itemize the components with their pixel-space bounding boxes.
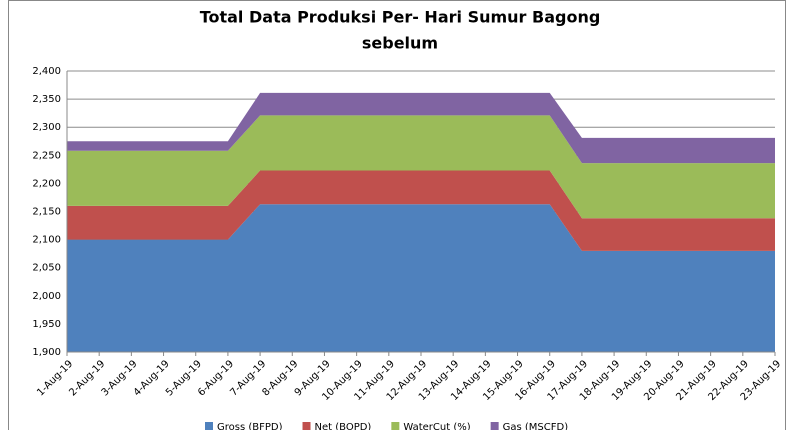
y-tick-label: 2,300 xyxy=(32,122,61,133)
y-tick-label: 2,350 xyxy=(32,94,61,105)
y-tick-label: 2,150 xyxy=(32,207,61,218)
chart-title: Total Data Produksi Per- Hari Sumur Bago… xyxy=(200,8,601,27)
chart-subtitle: sebelum xyxy=(362,34,438,53)
y-tick-label: 2,000 xyxy=(32,291,61,302)
area xyxy=(67,115,775,219)
legend-swatch xyxy=(490,422,499,430)
legend-label: WaterCut (%) xyxy=(403,422,470,430)
legend-swatch xyxy=(391,422,400,430)
legend-swatch xyxy=(205,422,213,430)
area xyxy=(67,170,775,251)
legend-label: Gross (BFPD) xyxy=(217,422,283,430)
y-tick-label: 2,200 xyxy=(32,178,61,189)
y-tick-label: 1,950 xyxy=(32,319,61,330)
legend-label: Net (BOPD) xyxy=(315,422,372,430)
y-tick-label: 2,250 xyxy=(32,150,61,161)
legend-swatch xyxy=(302,422,311,430)
y-tick-label: 2,100 xyxy=(32,235,61,246)
y-tick-label: 2,400 xyxy=(32,66,61,77)
y-tick-label: 1,900 xyxy=(32,347,61,358)
legend-label: Gas (MSCFD) xyxy=(503,422,569,430)
area xyxy=(67,204,775,352)
y-tick-label: 2,050 xyxy=(32,263,61,274)
area xyxy=(67,92,775,164)
